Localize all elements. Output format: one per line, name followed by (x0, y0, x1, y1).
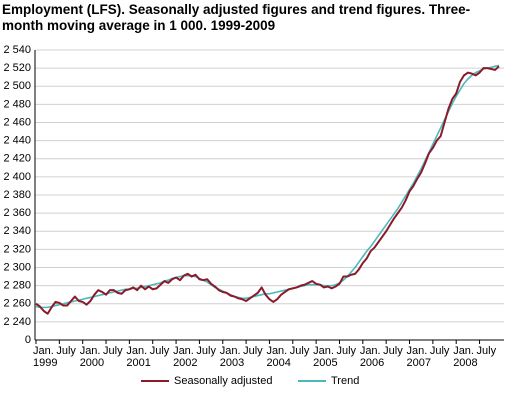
x-tick-label: Jan. 2004 (266, 345, 291, 369)
x-tick-label: July (289, 345, 310, 357)
y-tick-label: 2 280 (3, 280, 31, 292)
x-tick-label: Jan. 2006 (359, 345, 385, 369)
y-tick-label: 2 420 (3, 153, 31, 165)
x-tick-label: July (149, 345, 170, 357)
x-tick-label: Jan. 2005 (313, 345, 338, 369)
y-tick-label: 2 380 (3, 189, 31, 201)
chart-title: Employment (LFS). Seasonally adjusted fi… (2, 2, 471, 33)
y-tick-label: 2 440 (3, 135, 31, 147)
x-tick-label: July (429, 345, 450, 357)
y-tick-label: 2 480 (3, 98, 31, 110)
series-line (35, 64, 500, 309)
x-tick-label: July (103, 345, 123, 357)
y-tick-label: 2 500 (3, 80, 31, 92)
y-tick-label: 2 540 (3, 44, 31, 56)
y-tick-label: 2 260 (3, 298, 31, 310)
y-tick-label: 2 300 (3, 261, 31, 273)
legend-label: Trend (331, 375, 359, 387)
y-tick-label: 2 340 (3, 225, 31, 237)
x-tick-label: July (56, 345, 76, 357)
x-tick-label: Jan. 2002 (173, 345, 198, 369)
x-tick-label: Jan. 2001 (126, 345, 151, 369)
legend-label: Seasonally adjusted (174, 375, 272, 387)
x-tick-label: Jan. 2000 (79, 345, 105, 369)
series-line (35, 65, 500, 315)
y-tick-label: 2 360 (3, 207, 31, 219)
y-tick-label: 0 (25, 334, 31, 346)
y-tick-label: 2 520 (3, 62, 31, 74)
x-tick-label: July (336, 345, 357, 357)
y-tick-label: 2 460 (3, 116, 31, 128)
y-tick-label: 2 400 (3, 171, 31, 183)
x-tick-label: Jan. 2008 (453, 345, 478, 369)
x-tick-label: July (476, 345, 497, 357)
x-tick-label: Jan. 2007 (406, 345, 431, 369)
x-tick-label: Jan. 2003 (219, 345, 245, 369)
x-tick-label: Jan. 1999 (33, 345, 58, 369)
y-tick-label: 2 320 (3, 243, 31, 255)
y-tick-label: 2 240 (3, 316, 31, 328)
x-tick-label: July (196, 345, 216, 357)
x-tick-label: July (383, 345, 403, 357)
x-tick-label: July (243, 345, 263, 357)
